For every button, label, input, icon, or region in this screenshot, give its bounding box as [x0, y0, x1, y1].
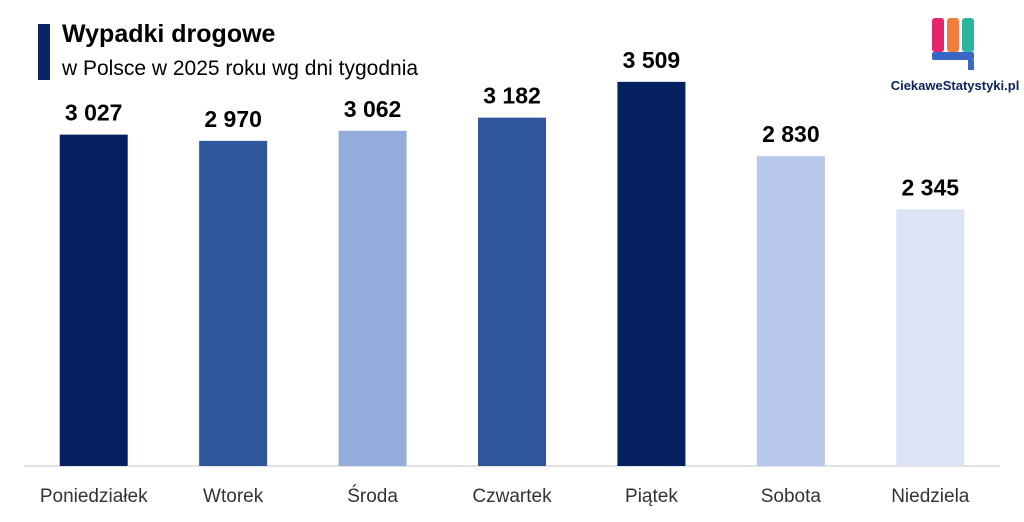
bar-3	[478, 117, 546, 467]
chart-subtitle: w Polsce w 2025 roku wg dni tygodnia	[62, 57, 419, 80]
bar-0	[59, 134, 128, 466]
site-logo: CiekaweStatystyki.pl	[890, 12, 1020, 102]
data-label-5: 2 830	[762, 121, 820, 147]
x-tick-label-5: Sobota	[761, 486, 822, 507]
bar-6	[896, 209, 965, 466]
bar-1	[199, 140, 268, 466]
data-label-3: 3 182	[483, 83, 541, 109]
logo-icon	[932, 18, 974, 70]
chart-title: Wypadki drogowe	[62, 20, 276, 48]
data-label-0: 3 027	[65, 100, 123, 126]
bar-5	[756, 156, 825, 467]
x-tick-label-1: Wtorek	[203, 486, 264, 507]
data-label-1: 2 970	[204, 106, 262, 132]
logo-text: CiekaweStatystyki.pl	[890, 78, 1020, 93]
data-label-2: 3 062	[344, 96, 402, 122]
x-tick-label-0: Poniedziałek	[40, 486, 148, 507]
bar-4	[617, 81, 686, 466]
bar-2	[338, 130, 407, 467]
x-tick-label-6: Niedziela	[891, 486, 970, 507]
title-accent-bar	[38, 24, 50, 80]
data-label-4: 3 509	[623, 47, 681, 73]
x-tick-label-2: Środa	[347, 485, 398, 507]
x-tick-label-4: Piątek	[625, 486, 678, 507]
data-label-6: 2 345	[902, 174, 960, 200]
x-tick-label-3: Czwartek	[472, 486, 552, 507]
